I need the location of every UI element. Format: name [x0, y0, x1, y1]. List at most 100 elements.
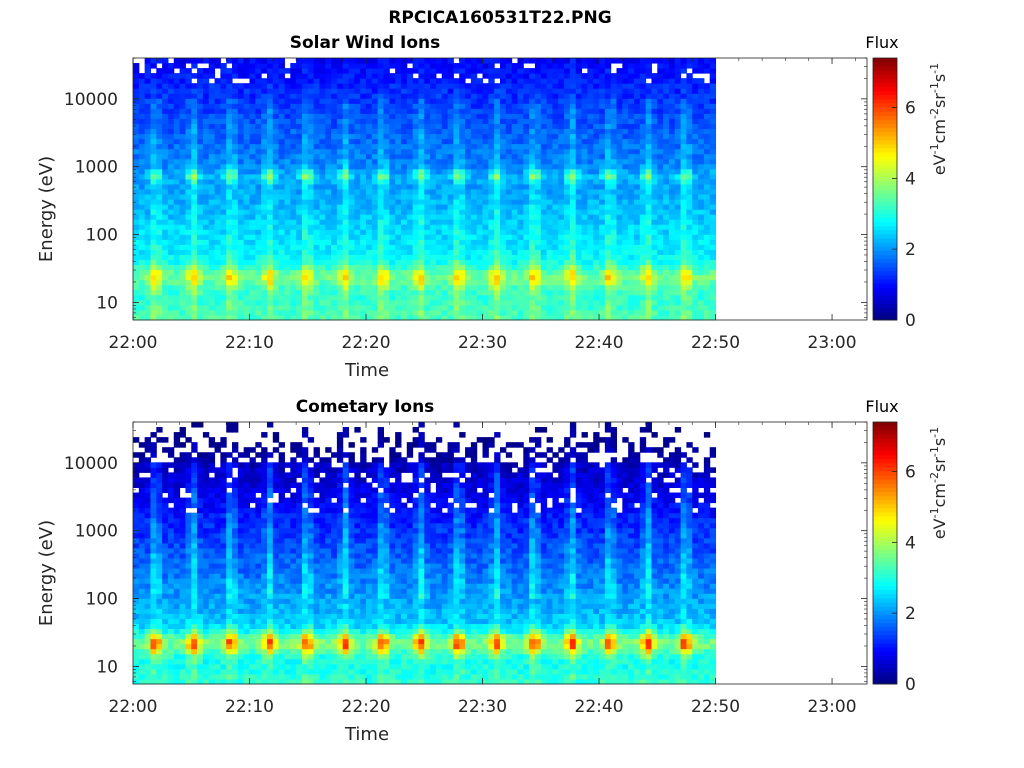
heatmap-cell	[453, 314, 460, 321]
heatmap-cell	[284, 224, 291, 230]
heatmap-cell	[668, 209, 676, 215]
heatmap-cell	[173, 173, 181, 180]
heatmap-cell	[668, 153, 676, 160]
heatmap-cell	[336, 204, 344, 210]
heatmap-cell	[692, 58, 699, 64]
heatmap-cell	[552, 299, 559, 306]
heatmap-cell	[639, 168, 647, 175]
heatmap-cell	[191, 279, 198, 286]
heatmap-cell	[237, 309, 245, 316]
heatmap-cell	[668, 264, 676, 271]
heatmap-cell	[418, 289, 425, 296]
heatmap-cell	[569, 224, 577, 230]
heatmap-cell	[657, 189, 664, 195]
heatmap-cell	[272, 178, 280, 185]
heatmap-cell	[430, 93, 437, 99]
heatmap-cell	[167, 214, 175, 220]
heatmap-cell	[243, 269, 251, 276]
heatmap-cell	[680, 63, 687, 69]
heatmap-cell	[336, 289, 344, 296]
heatmap-cell	[144, 163, 151, 170]
heatmap-cell	[529, 83, 536, 89]
heatmap-cell	[197, 108, 204, 114]
heatmap-cell	[686, 128, 693, 135]
heatmap-cell	[133, 133, 140, 140]
heatmap-cell	[395, 199, 402, 205]
heatmap-cell	[604, 309, 612, 316]
heatmap-cell	[243, 183, 251, 190]
heatmap-cell	[511, 299, 518, 306]
heatmap-cell	[476, 294, 484, 301]
heatmap-cell	[336, 118, 344, 124]
heatmap-cell	[336, 259, 344, 266]
heatmap-cell	[552, 113, 559, 119]
heatmap-cell	[581, 153, 588, 160]
heatmap-cell	[488, 138, 495, 145]
heatmap-cell	[581, 274, 588, 281]
heatmap-cell	[424, 314, 431, 321]
heatmap-cell	[249, 214, 256, 220]
heatmap-cell	[278, 199, 285, 205]
heatmap-cell	[604, 68, 612, 74]
heatmap-cell	[680, 314, 687, 321]
heatmap-cell	[645, 183, 652, 190]
heatmap-cell	[249, 98, 256, 104]
heatmap-cell	[395, 259, 402, 266]
heatmap-cell	[354, 88, 361, 94]
heatmap-cell	[133, 123, 140, 130]
heatmap-cell	[208, 118, 216, 124]
heatmap-cell	[307, 158, 315, 165]
heatmap-cell	[284, 284, 291, 291]
heatmap-cell	[173, 83, 181, 89]
heatmap-cell	[505, 264, 513, 271]
heatmap-cell	[435, 239, 443, 245]
heatmap-cell	[668, 304, 676, 311]
heatmap-cell	[360, 239, 367, 245]
heatmap-cell	[523, 158, 530, 165]
heatmap-cell	[354, 143, 361, 150]
heatmap-cell	[162, 209, 169, 215]
heatmap-cell	[692, 168, 699, 175]
heatmap-cell	[371, 118, 379, 124]
heatmap-cell	[575, 209, 583, 215]
heatmap-cell	[249, 83, 256, 89]
heatmap-cell	[313, 63, 320, 69]
heatmap-cell	[686, 133, 693, 140]
heatmap-cell	[476, 83, 484, 89]
heatmap-cell	[680, 259, 687, 266]
heatmap-cell	[395, 58, 402, 64]
heatmap-cell	[243, 168, 251, 175]
heatmap-cell	[465, 229, 472, 235]
heatmap-cell	[133, 214, 140, 220]
heatmap-cell	[692, 148, 699, 155]
heatmap-cell	[133, 254, 140, 261]
heatmap-cell	[412, 178, 419, 185]
heatmap-cell	[266, 158, 274, 165]
heatmap-cell	[173, 259, 181, 266]
heatmap-cell	[657, 194, 664, 200]
heatmap-cell	[494, 168, 501, 175]
heatmap-cell	[249, 224, 256, 230]
heatmap-cell	[278, 239, 285, 245]
heatmap-cell	[237, 219, 245, 225]
heatmap-cell	[447, 289, 454, 296]
heatmap-cell	[342, 224, 350, 230]
heatmap-cell	[482, 178, 489, 185]
heatmap-cell	[540, 199, 548, 205]
heatmap-cell	[202, 224, 210, 230]
heatmap-cell	[243, 299, 251, 306]
heatmap-cell	[412, 58, 419, 64]
heatmap-cell	[167, 279, 175, 286]
heatmap-cell	[546, 133, 553, 140]
heatmap-cell	[185, 78, 192, 84]
heatmap-cell	[529, 93, 536, 99]
heatmap-cell	[517, 284, 524, 291]
heatmap-cell	[167, 219, 175, 225]
heatmap-cell	[505, 209, 513, 215]
heatmap-cell	[430, 269, 437, 276]
heatmap-cell	[680, 194, 687, 200]
heatmap-cell	[465, 299, 472, 306]
heatmap-cell	[593, 63, 600, 69]
heatmap-cell	[237, 98, 245, 104]
heatmap-cell	[383, 143, 390, 150]
